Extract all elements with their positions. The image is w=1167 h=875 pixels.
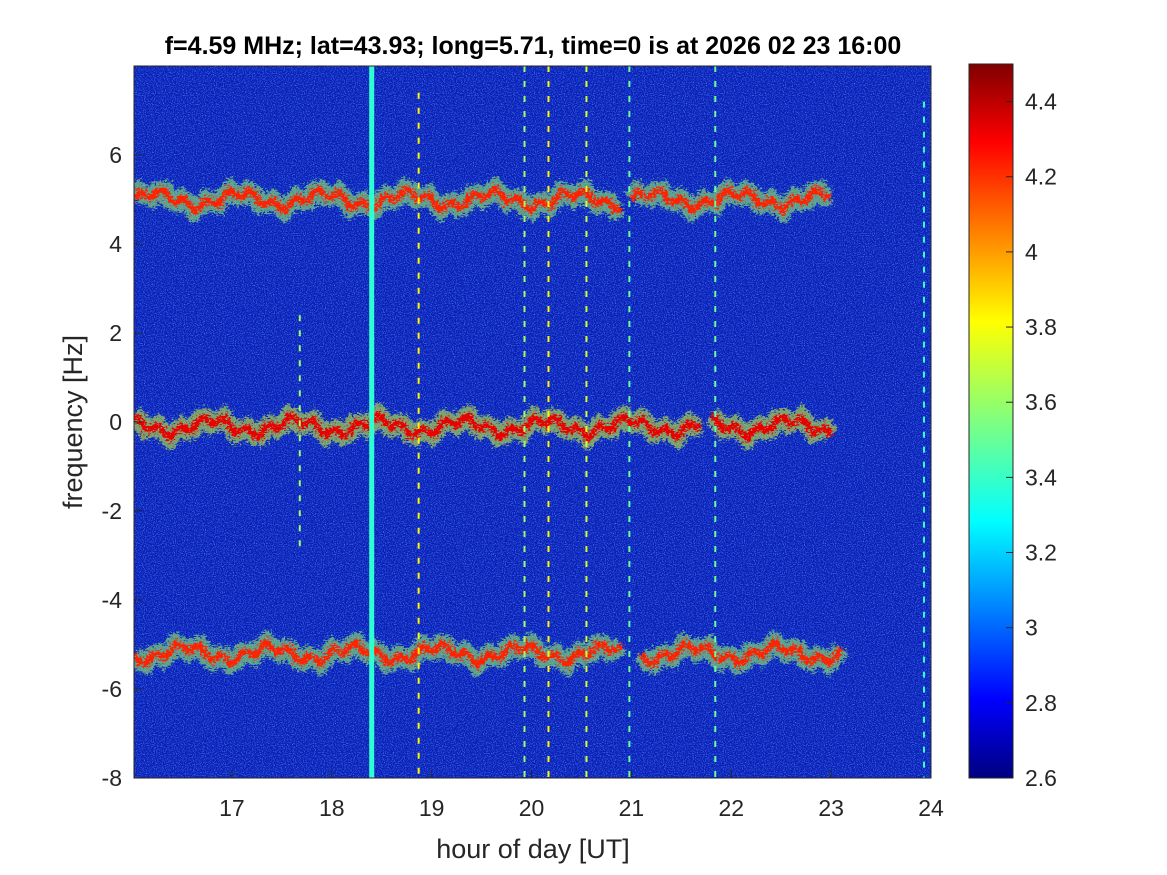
colorbar-tick-label: 3.4 [1025,464,1057,490]
colorbar-tick-label: 3.6 [1025,389,1057,415]
x-axis-label: hour of day [UT] [436,834,630,864]
trace-core [638,637,844,669]
y-tick-label: -2 [102,498,122,524]
y-tick-label: 2 [109,320,122,346]
colorbar-tick-label: 3.8 [1025,314,1057,340]
y-axis-label: frequency [Hz] [58,335,88,509]
y-tick-label: -4 [102,587,123,613]
x-tick-label: 20 [519,795,545,821]
colorbar-tick-label: 3 [1025,615,1038,641]
x-tick-label: 22 [718,795,744,821]
y-tick-label: 0 [109,409,122,435]
colorbar-gradient [969,64,1013,778]
colorbar-ticks: 2.6 2.8 3 3.2 3.4 3.6 3.8 4 4.2 4.4 [1006,89,1057,791]
spectrogram-marks [134,66,926,778]
x-tick-label: 18 [319,795,345,821]
x-tick-label: 23 [818,795,844,821]
colorbar-tick-label: 2.8 [1025,690,1057,716]
colorbar-tick-label: 4 [1025,239,1038,265]
colorbar-tick-label: 4.4 [1025,89,1057,115]
colorbar-tick-label: 3.2 [1025,540,1057,566]
plot-area [134,66,931,778]
trace-core [134,637,624,670]
trace-band [134,400,839,452]
trace-band [134,174,833,225]
trace-core [134,183,623,216]
y-axis: -8 -6 -4 -2 0 2 4 6 [102,142,142,791]
y-tick-label: 6 [109,142,122,168]
chart-title: f=4.59 MHz; lat=43.93; long=5.71, time=0… [165,32,902,60]
x-tick-label: 21 [619,795,645,821]
x-tick-label: 17 [219,795,245,821]
y-tick-label: -6 [102,676,122,702]
colorbar: 2.6 2.8 3 3.2 3.4 3.6 3.8 4 4.2 4.4 [968,63,1057,791]
x-axis: 17 18 19 20 21 22 23 24 [219,770,944,821]
trace-band [134,628,849,679]
colorbar-frame [968,63,1014,779]
y-tick-label: 4 [109,231,122,257]
x-tick-label: 19 [419,795,445,821]
x-tick-label: 24 [918,795,944,821]
colorbar-tick-label: 2.6 [1025,765,1057,791]
y-tick-label: -8 [102,765,122,791]
colorbar-tick-label: 4.2 [1025,164,1057,190]
trace-core [709,412,834,443]
trace-core [134,409,702,443]
trace-core [628,185,832,216]
